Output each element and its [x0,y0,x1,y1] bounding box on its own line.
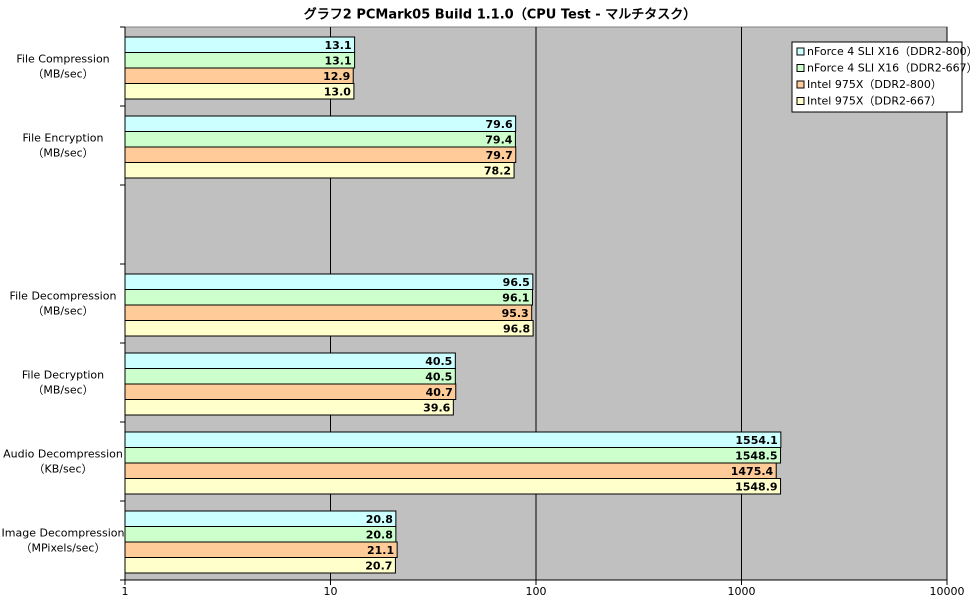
value-label: 21.1 [367,544,394,557]
x-tick-label: 100 [526,585,547,598]
bar [124,541,398,558]
bar [124,462,777,479]
value-label: 40.5 [425,355,452,368]
y-tick-label: Image Decompression [2,527,125,540]
bar [124,131,516,148]
bar [124,368,456,385]
legend-swatch [796,64,805,72]
bar [124,526,397,543]
value-label: 1554.1 [735,434,777,447]
x-tick-label: 10000 [930,585,965,598]
chart-title: グラフ2 PCMark05 Build 1.1.0（CPU Test - マルチ… [304,7,696,23]
value-label: 1475.4 [731,465,774,478]
y-tick-label: （MB/sec） [32,384,93,397]
value-label: 13.0 [324,85,351,98]
legend-swatch [796,80,805,89]
bar [124,273,534,290]
value-label: 1548.9 [735,480,777,493]
y-tick-label: Audio Decompression [3,448,123,461]
bar [124,36,356,53]
value-label: 20.8 [366,513,393,526]
bar [124,304,533,321]
value-label: 13.1 [324,39,351,52]
y-tick-label: （MB/sec） [32,305,93,318]
y-tick-label: （MB/sec） [32,147,93,160]
value-label: 40.5 [425,370,452,383]
legend-swatch [796,47,805,56]
x-tick-label: 1 [122,585,129,598]
value-label: 13.1 [324,54,351,67]
value-label: 95.3 [502,307,529,320]
value-label: 12.9 [323,70,350,83]
bar [124,115,517,132]
bar [124,162,515,179]
bar [124,146,517,163]
y-tick-label: File Decryption [22,369,104,382]
y-tick-label: （MPixels/sec） [21,542,106,555]
value-label: 79.6 [485,118,512,131]
y-tick-label: File Decompression [10,290,117,303]
bar [124,352,456,369]
x-tick-label: 10 [324,585,338,598]
value-label: 79.4 [485,133,512,146]
value-label: 40.7 [426,386,453,399]
y-tick-label: （KB/sec） [33,463,92,476]
legend-swatch [796,97,805,105]
y-tick-label: File Compression [16,53,109,66]
bar [124,320,534,337]
value-label: 78.2 [484,164,511,177]
bar [124,289,533,306]
value-label: 79.7 [486,149,513,162]
bar [124,52,356,69]
legend-label: Intel 975X（DDR2-800） [807,78,942,91]
bar [124,399,454,416]
y-tick-label: File Encryption [23,132,104,145]
value-label: 1548.5 [735,449,777,462]
legend-label: nForce 4 SLI X16（DDR2-667） [807,62,970,75]
value-label: 20.8 [366,528,393,541]
bar [124,83,355,100]
x-tick-label: 1000 [728,585,756,598]
bar [124,557,396,574]
legend [791,41,963,113]
bar [124,447,782,464]
value-label: 96.5 [503,276,530,289]
bar [124,431,782,448]
bar [124,510,397,527]
value-label: 20.7 [365,559,392,572]
legend-label: nForce 4 SLI X16（DDR2-800） [807,45,970,58]
value-label: 39.6 [423,401,450,414]
bar [124,383,457,400]
legend-label: Intel 975X（DDR2-667） [807,95,942,108]
y-tick-label: （MB/sec） [32,68,93,81]
bar [124,478,782,495]
bar [124,67,354,84]
value-label: 96.1 [502,291,529,304]
value-label: 96.8 [503,322,530,335]
